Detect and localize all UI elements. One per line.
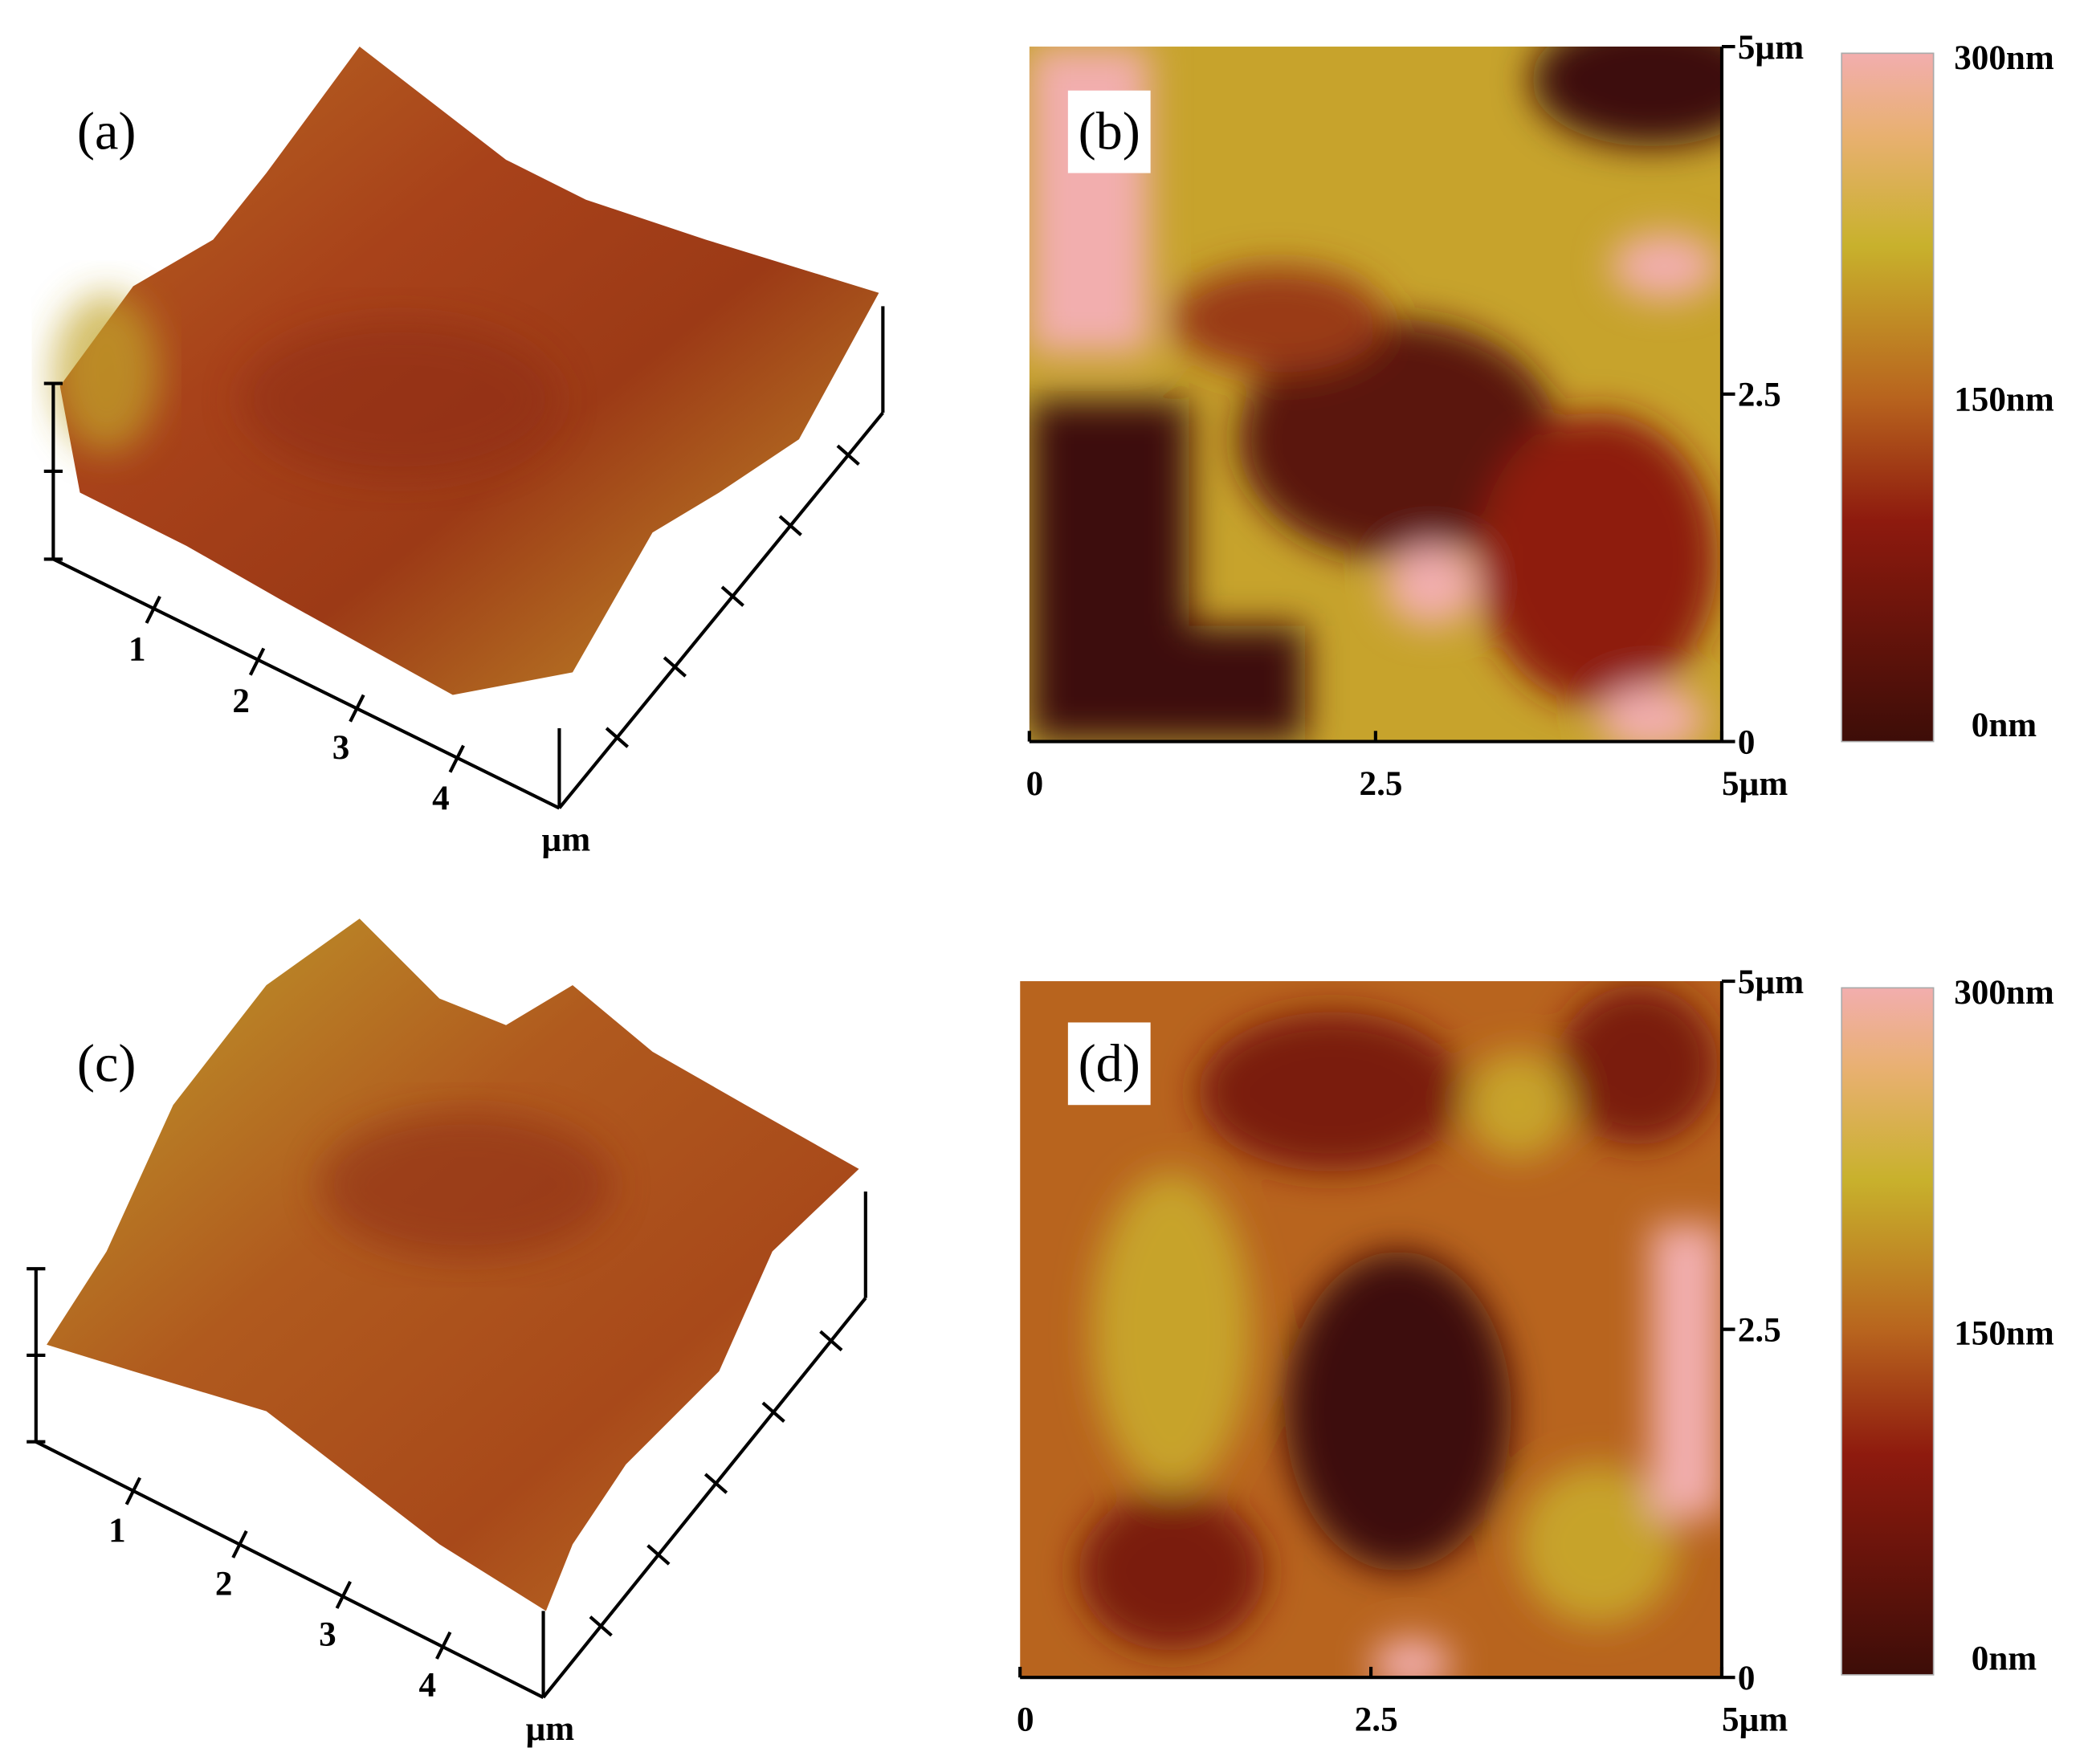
tick-label: 1 — [128, 630, 146, 668]
axis-line — [435, 1631, 452, 1660]
panel-label: (c) — [77, 1034, 137, 1093]
axis-line — [605, 727, 630, 748]
axis-line — [646, 1544, 671, 1566]
y-tick-label: 2.5 — [1738, 1312, 1781, 1350]
y-tick-label: 0 — [1738, 723, 1756, 761]
axis-line — [836, 444, 860, 466]
tick-label: 4 — [432, 780, 450, 817]
colorbar-label: 0nm — [1972, 707, 2037, 744]
height-map — [1029, 47, 1722, 742]
colorbar — [1841, 52, 1935, 743]
colorbar-label: 300nm — [1954, 974, 2054, 1012]
axis-line — [703, 1473, 728, 1494]
x-tick-label: 5µm — [1722, 1701, 1788, 1739]
axis-line — [819, 1330, 843, 1352]
colorbar-label: 150nm — [1954, 1315, 2054, 1353]
x-tick-label: 0 — [1017, 1701, 1034, 1739]
axis-line — [248, 647, 266, 676]
axis-line — [52, 557, 561, 810]
tick-label: 2 — [232, 682, 250, 720]
axis-line — [720, 585, 744, 607]
axis-line — [589, 1615, 613, 1637]
tick-label: 2 — [215, 1565, 233, 1603]
axis-line — [557, 411, 884, 809]
axis-line — [124, 1477, 141, 1505]
tick-label: 3 — [332, 729, 350, 767]
y-tick-label: 5µm — [1738, 963, 1804, 1001]
x-tick-label: 0 — [1026, 765, 1044, 803]
colorbar-label: 150nm — [1954, 381, 2054, 419]
tick-label: 3 — [319, 1615, 336, 1653]
unit-label: µm — [541, 821, 590, 859]
axis-line — [231, 1530, 248, 1558]
colorbar-label: 0nm — [1972, 1640, 2037, 1677]
label-box — [1067, 1022, 1151, 1106]
x-tick-label: 2.5 — [1355, 1701, 1398, 1739]
axis-line — [761, 1401, 785, 1423]
x-tick-label: 2.5 — [1360, 765, 1403, 803]
panel-label: (d) — [1079, 1034, 1140, 1093]
axis-line — [35, 1440, 544, 1699]
tick-label: 1 — [108, 1512, 126, 1550]
y-tick-label: 2.5 — [1738, 377, 1781, 414]
y-tick-label: 5µm — [1738, 29, 1804, 67]
axis-line — [541, 1297, 867, 1699]
surface-3d — [53, 47, 879, 695]
label-box — [1067, 90, 1151, 173]
unit-label: µm — [525, 1710, 574, 1748]
x-tick-label: 5µm — [1722, 765, 1788, 803]
panel-label: (b) — [1079, 103, 1140, 161]
colorbar — [1841, 987, 1935, 1676]
axis-line — [349, 694, 365, 723]
y-tick-label: 0 — [1738, 1660, 1756, 1697]
colorbar-label: 300nm — [1954, 39, 2054, 77]
panel-label: (a) — [77, 103, 137, 161]
axis-line — [145, 595, 161, 624]
tick-label: 4 — [419, 1666, 437, 1704]
axis-line — [335, 1580, 352, 1609]
surface-3d — [47, 919, 859, 1611]
axis-line — [778, 515, 802, 536]
axis-line — [448, 744, 465, 773]
axis-line — [663, 656, 687, 678]
